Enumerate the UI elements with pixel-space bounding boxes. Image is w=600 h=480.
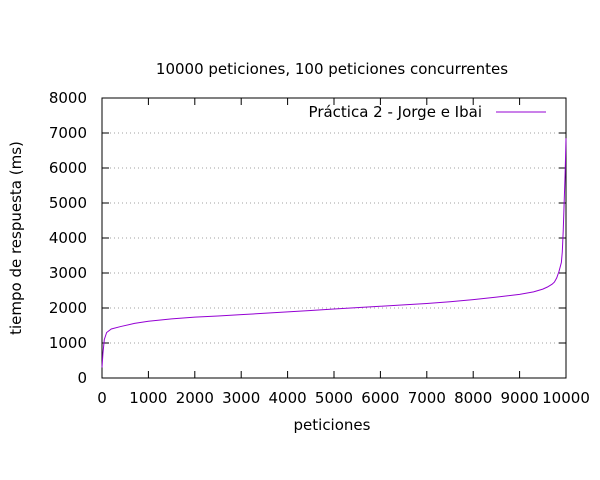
legend: Práctica 2 - Jorge e Ibai bbox=[309, 103, 546, 121]
grid bbox=[102, 132, 566, 344]
y-tick-label: 2000 bbox=[49, 299, 87, 317]
x-tick-label: 1000 bbox=[129, 389, 167, 407]
x-tick-label: 2000 bbox=[176, 389, 214, 407]
y-tick-label: 0 bbox=[77, 369, 87, 387]
y-tick-label: 8000 bbox=[49, 89, 87, 107]
y-tick-label: 7000 bbox=[49, 124, 87, 142]
x-tick-label: 4000 bbox=[269, 389, 307, 407]
y-tick-label: 5000 bbox=[49, 194, 87, 212]
x-tick-label: 0 bbox=[97, 389, 107, 407]
x-axis-label: peticiones bbox=[294, 416, 371, 434]
x-tick-label: 8000 bbox=[454, 389, 492, 407]
y-tick-label: 3000 bbox=[49, 264, 87, 282]
x-tick-label: 6000 bbox=[361, 389, 399, 407]
legend-label: Práctica 2 - Jorge e Ibai bbox=[309, 103, 482, 121]
x-tick-label: 7000 bbox=[408, 389, 446, 407]
x-tick-label: 9000 bbox=[501, 389, 539, 407]
series-layer bbox=[101, 138, 567, 368]
y-tick-label: 1000 bbox=[49, 334, 87, 352]
series-line bbox=[101, 138, 567, 368]
y-axis-label: tiempo de respuesta (ms) bbox=[7, 141, 25, 335]
x-tick-label: 10000 bbox=[542, 389, 590, 407]
axes: 0 1000 2000 3000 4000 5000 6000 7000 8000 0 1000 20… bbox=[49, 89, 590, 407]
y-tick-label: 6000 bbox=[49, 159, 87, 177]
x-tick-label: 5000 bbox=[315, 389, 353, 407]
y-tick-label: 4000 bbox=[49, 229, 87, 247]
chart-title: 10000 peticiones, 100 peticiones concurr… bbox=[156, 60, 508, 78]
x-tick-label: 3000 bbox=[222, 389, 260, 407]
